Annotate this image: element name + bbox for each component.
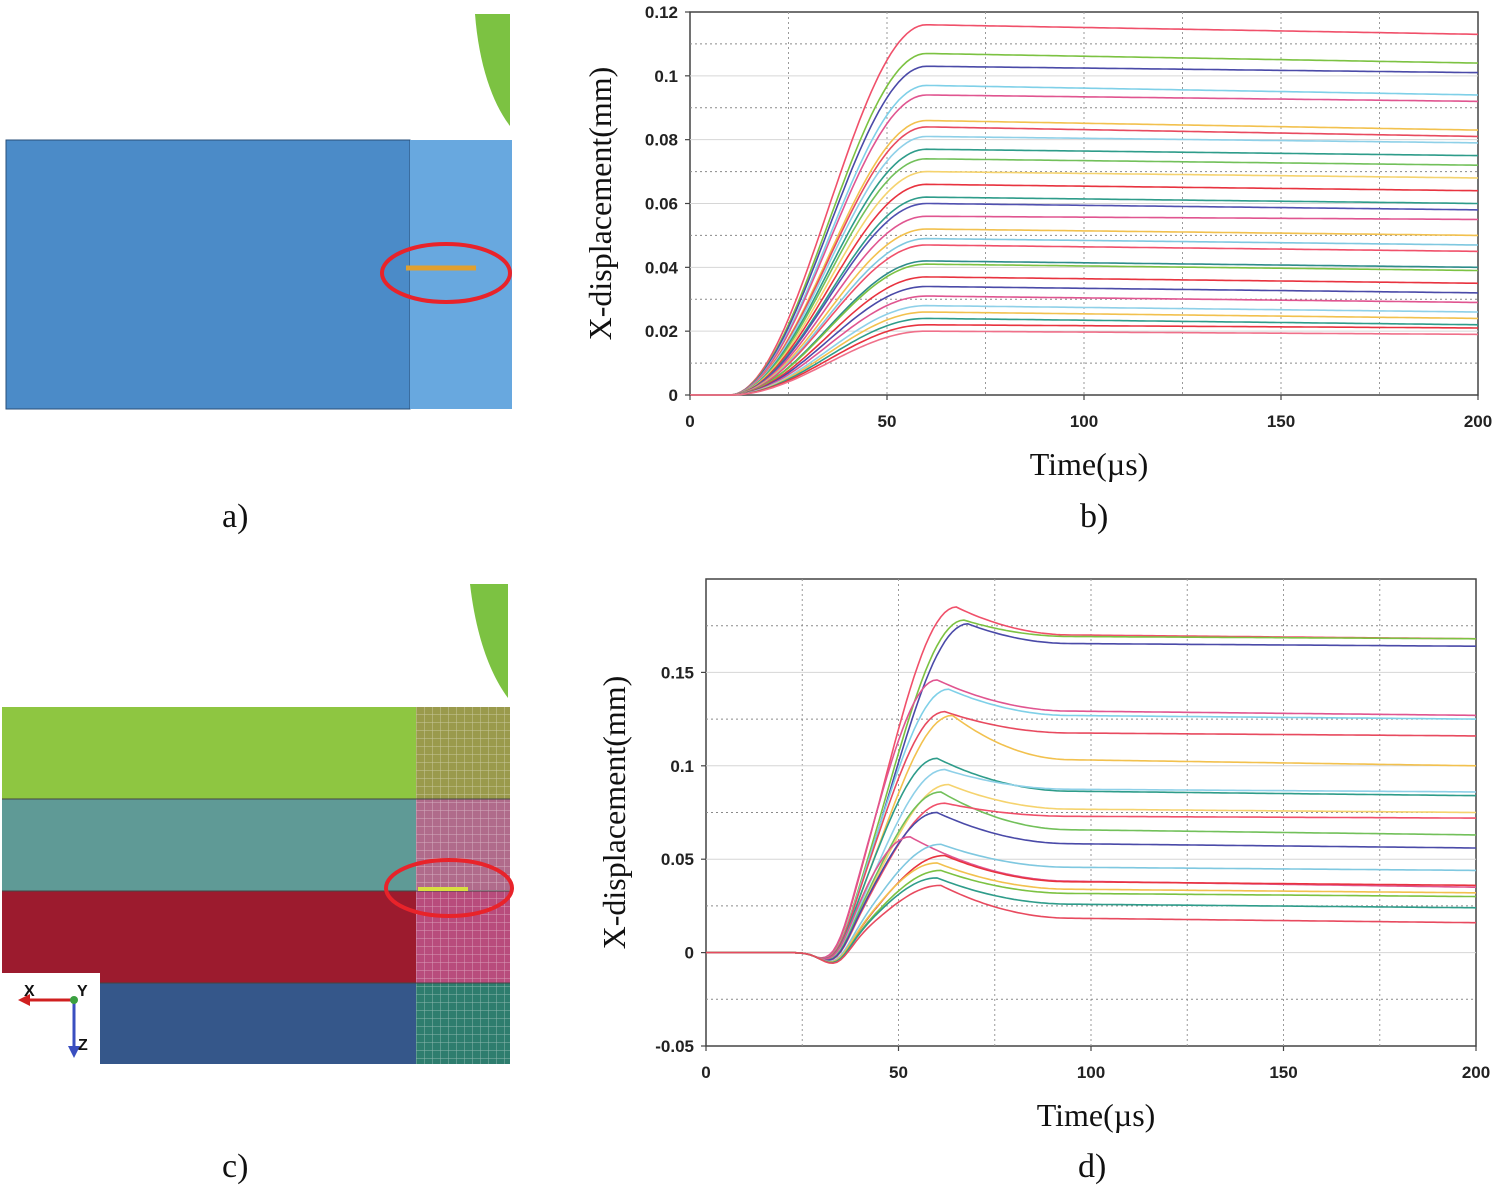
plate-a <box>5 139 411 410</box>
series-line-s11 <box>690 170 1479 396</box>
caption-b: b) <box>1080 498 1109 535</box>
x-tick-label: 100 <box>1070 412 1098 431</box>
y-tick-label: 0.15 <box>661 663 694 682</box>
series-line-s13 <box>690 196 1478 396</box>
series-line-s19 <box>690 260 1478 396</box>
y-tick-label: -0.05 <box>655 1037 694 1056</box>
series-line-s22 <box>690 285 1479 396</box>
chart-b: 0 50 100 150 200 0 0.02 0.04 0.06 0.08 0.1 0.12 Time… <box>582 3 1492 482</box>
y-tick-label: 0.1 <box>670 757 694 776</box>
y-tick-label: 0.08 <box>645 131 678 150</box>
series-line-s24 <box>690 304 1478 396</box>
model-c-figure: X Y Z <box>0 584 514 1070</box>
series-line-s5 <box>690 94 1479 396</box>
y-tick-label: 0.06 <box>645 195 678 214</box>
x-tick-label: 200 <box>1462 1063 1490 1082</box>
triad-x-label: X <box>24 983 35 1000</box>
x-axis-label: Time(µs) <box>1037 1097 1156 1133</box>
x-tick-label: 200 <box>1464 412 1492 431</box>
series-line-s9 <box>690 148 1478 396</box>
x-tick-label: 50 <box>889 1063 908 1082</box>
model-a-figure <box>5 14 512 410</box>
series-line-s4 <box>690 84 1479 396</box>
projectile-c <box>470 584 508 698</box>
series-line-s3 <box>690 65 1478 396</box>
y-axis-label: X-displacement(mm) <box>596 676 632 950</box>
mesh-region-a <box>410 140 512 409</box>
caption-a: a) <box>222 498 249 535</box>
x-tick-label: 150 <box>1267 412 1295 431</box>
series-line-s21 <box>690 276 1479 396</box>
x-tick-label: 150 <box>1269 1063 1297 1082</box>
series-line-s15 <box>706 843 1476 963</box>
series-line-s20 <box>706 884 1476 965</box>
series-line-s18 <box>690 244 1479 396</box>
y-tick-label: 0.04 <box>645 258 679 277</box>
triad-z-label: Z <box>78 1037 88 1054</box>
highlight-ellipse-c <box>384 858 514 918</box>
caption-c: c) <box>222 1148 249 1185</box>
series-line-s26 <box>690 317 1479 396</box>
caption-d: d) <box>1078 1148 1107 1185</box>
coordinate-triad: X Y Z <box>18 983 88 1058</box>
y-tick-label: 0.05 <box>661 850 694 869</box>
layer-2 <box>2 799 416 891</box>
series-line-s8 <box>690 135 1479 396</box>
series-line-s6 <box>706 710 1476 960</box>
chart-d: 0 50 100 150 200 -0.05 0 0.05 0.1 0.15 Time(µs) X-d… <box>596 578 1490 1133</box>
y-tick-label: 0.1 <box>654 67 678 86</box>
x-axis-label: Time(µs) <box>1030 446 1149 482</box>
y-tick-label: 0.02 <box>645 322 678 341</box>
series-line-s4 <box>706 679 1477 959</box>
triad-y-label: Y <box>77 983 88 1000</box>
x-tick-label: 100 <box>1077 1063 1105 1082</box>
series-line-s28 <box>690 330 1479 396</box>
y-tick-label: 0 <box>669 386 678 405</box>
series-line-s14 <box>690 202 1479 396</box>
series-line-s25 <box>690 311 1478 396</box>
y-tick-label: 0 <box>685 944 694 963</box>
projectile-a <box>475 14 510 126</box>
y-tick-label: 0.12 <box>645 3 678 22</box>
series-line-s15 <box>690 215 1479 396</box>
highlight-ellipse-a <box>380 242 512 304</box>
series-line-s20 <box>690 263 1478 396</box>
x-tick-label: 50 <box>878 412 897 431</box>
series-line-s13 <box>706 811 1476 961</box>
series-line-s16 <box>690 228 1478 396</box>
layer-3 <box>2 891 416 983</box>
series-line-s7 <box>690 126 1479 396</box>
series-line-s10 <box>690 157 1478 396</box>
mesh-grid <box>416 707 510 1064</box>
layer-1 <box>2 707 416 799</box>
y-axis-label: X-displacement(mm) <box>582 67 618 341</box>
x-tick-label: 0 <box>701 1063 710 1082</box>
x-tick-label: 0 <box>685 412 694 431</box>
triad-background <box>0 973 100 1070</box>
series-line-s1 <box>690 24 1478 396</box>
series-line-s12 <box>690 183 1478 396</box>
series-line-s6 <box>690 119 1479 396</box>
series-line-s27 <box>690 324 1478 396</box>
series-line-s23 <box>690 295 1478 396</box>
series-line-s2 <box>690 52 1479 396</box>
series-line-s17 <box>690 237 1479 396</box>
